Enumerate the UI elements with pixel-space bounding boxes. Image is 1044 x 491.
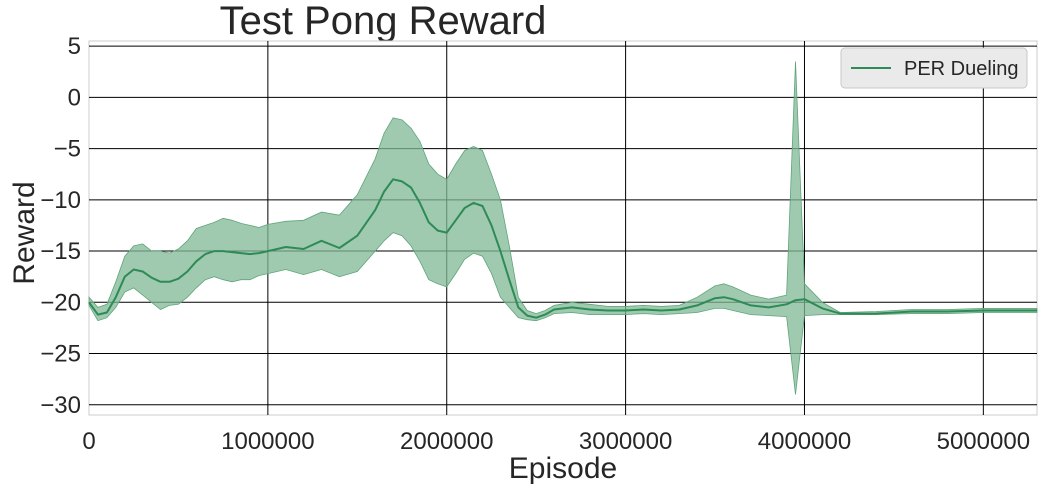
chart-title: Test Pong Reward: [220, 0, 547, 43]
y-tick-label: 0: [68, 84, 81, 111]
series-lines: [88, 178, 1037, 319]
y-axis-label: Reward: [8, 181, 41, 284]
y-tick-label: −30: [40, 392, 81, 419]
legend: PER Dueling: [840, 47, 1028, 89]
x-tick-label: 4000000: [758, 428, 851, 455]
x-tick-label: 0: [82, 428, 95, 455]
x-axis-label: Episode: [509, 452, 617, 485]
y-tick-labels: 5 0 −5 −10 −15 −20 −25 −30: [40, 33, 81, 419]
legend-box: [840, 47, 1028, 89]
x-tick-label: 3000000: [579, 428, 672, 455]
y-tick-label: 5: [68, 33, 81, 60]
y-tick-label: −20: [40, 289, 81, 316]
y-tick-label: −5: [54, 136, 81, 163]
series-band: [88, 61, 1038, 395]
x-tick-label: 5000000: [937, 428, 1030, 455]
y-tick-label: −10: [40, 187, 81, 214]
x-tick-label: 1000000: [221, 428, 314, 455]
series-line: [88, 178, 1037, 319]
y-tick-label: −15: [40, 238, 81, 265]
y-tick-label: −25: [40, 341, 81, 368]
confidence-band: [88, 61, 1038, 395]
x-tick-label: 2000000: [400, 428, 493, 455]
legend-label: PER Dueling: [904, 58, 1019, 80]
x-tick-labels: 0 1000000 2000000 3000000 4000000 5000000: [82, 428, 1030, 455]
